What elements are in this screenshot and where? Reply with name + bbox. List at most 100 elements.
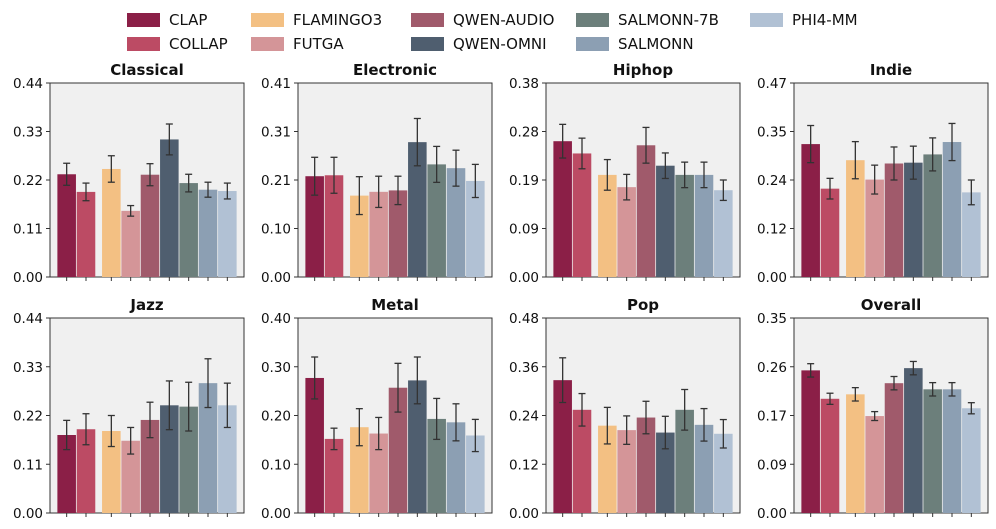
bar-salmonn [694,424,714,513]
bar-qwen-omni [160,405,179,513]
y-tick-label: 0.26 [757,360,787,376]
subplot-title: Overall [861,296,922,314]
subplot-metal: Metal 0.00 0.10 0.20 0.30 0.40 [261,296,493,522]
legend-swatch [127,13,160,27]
y-tick-label: 0.48 [509,311,539,327]
error-bar [146,401,154,439]
error-bar [82,182,90,202]
y-tick-label: 0.22 [13,173,43,189]
y-tick-label: 0.00 [261,506,291,522]
y-tick-label: 0.17 [757,409,787,425]
bar-qwen-omni [904,368,923,513]
error-bar [559,357,567,404]
error-bar [165,123,173,156]
error-bar [559,123,567,159]
bar-collap [572,409,592,513]
legend-item: FUTGA [251,35,344,53]
bar-qwen-omni [160,139,179,277]
bar-qwen-audio [388,190,408,277]
y-tick-label: 0.24 [757,173,787,189]
bar-flamingo3 [350,195,369,277]
y-tick-label: 0.22 [13,409,43,425]
subplot-electronic: Electronic 0.00 0.10 0.21 0.31 0.41 [261,61,493,286]
y-tick-label: 0.11 [13,222,43,238]
bar-futga [617,187,636,277]
error-bar [394,362,402,413]
legend-label: COLLAP [169,35,228,53]
bar-salmonn-7b [675,409,694,513]
bar-futga [617,430,636,513]
error-bar [871,164,879,195]
bar-phi4-mm [218,191,237,277]
legend-label: FUTGA [293,35,344,53]
bar-clap [57,435,76,513]
bar-qwen-audio [140,174,160,277]
bar-collap [324,438,344,513]
error-bar [394,175,402,206]
bar-salmonn [942,142,962,277]
error-bar [807,363,815,378]
legend-swatch [411,13,444,27]
error-bar [890,146,898,181]
bar-salmonn-7b [179,406,198,513]
error-bar [433,397,441,441]
bar-futga [865,179,884,277]
error-bar [700,161,708,189]
bar-phi4-mm [714,190,733,277]
subplot-title: Hiphop [613,61,673,79]
y-tick-label: 0.21 [261,173,291,189]
error-bar [948,381,956,397]
error-bar [929,137,937,172]
legend-label: CLAP [169,11,207,29]
legend-swatch [411,37,444,51]
bar-flamingo3 [102,431,121,513]
error-bar [204,181,212,198]
bar-futga [121,210,140,277]
bar-futga [865,416,884,513]
error-bar [223,382,231,429]
error-bar [909,360,917,376]
error-bar [871,410,879,422]
error-bar [127,204,135,217]
error-bar [578,392,586,427]
y-tick-label: 0.31 [261,125,291,141]
bar-clap [801,370,820,513]
legend-item: FLAMINGO3 [251,11,382,29]
subplot-classical: Classical 0.00 0.11 0.22 0.33 0.44 [13,61,245,286]
error-bar [146,163,154,187]
error-bar [311,156,319,196]
y-tick-label: 0.09 [509,222,539,238]
error-bar [471,418,479,453]
subplot-jazz: Jazz 0.00 0.11 0.22 0.33 0.44 [13,296,245,522]
error-bar [413,117,421,167]
y-tick-label: 0.24 [509,409,539,425]
error-bar [82,413,90,446]
legend-item: CLAP [127,11,207,29]
error-bar [661,415,669,450]
bar-qwen-audio [636,145,656,277]
y-tick-label: 0.44 [13,311,43,327]
subplot-overall: Overall 0.00 0.09 0.17 0.26 0.35 [757,296,989,522]
bar-qwen-omni [408,142,427,277]
error-bar [807,124,815,164]
legend-swatch [127,37,160,51]
legend-item: QWEN-OMNI [411,35,547,53]
error-bar [929,381,937,397]
error-bar [719,418,727,449]
y-tick-label: 0.20 [261,409,291,425]
y-tick-label: 0.33 [13,125,43,141]
y-tick-label: 0.00 [13,270,43,286]
bar-qwen-audio [140,419,160,513]
error-bar [165,380,173,431]
bar-salmonn [694,174,714,277]
bar-collap [76,191,96,277]
error-bar [107,414,115,448]
legend-item: SALMONN [576,35,694,53]
error-bar [433,145,441,184]
legend: CLAP COLLAP FLAMINGO3 FUTGA QWEN-AUDIO QWEN-O… [127,11,858,53]
y-tick-label: 0.35 [757,125,787,141]
bar-qwen-audio [884,383,904,513]
bar-qwen-omni [656,165,675,277]
error-bar [223,182,231,200]
error-bar [851,140,859,180]
